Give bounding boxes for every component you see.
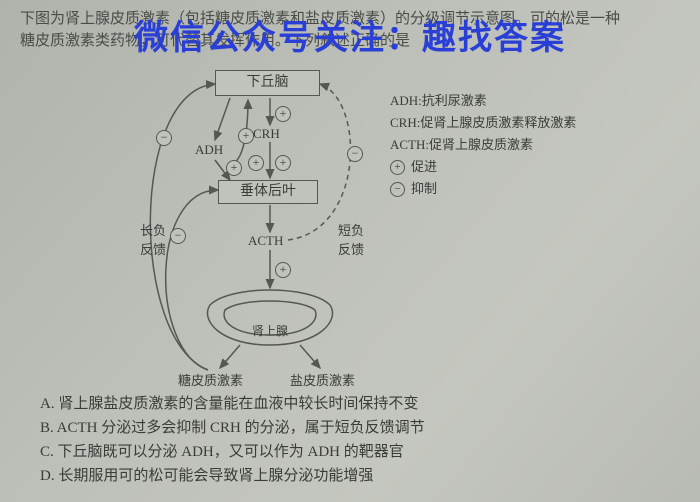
sign-plus-icon: +: [275, 155, 291, 171]
node-acth: ACTH: [248, 233, 283, 249]
legend-minus-icon: −: [390, 182, 405, 197]
label-short-feedback: 短负 反馈: [338, 220, 364, 258]
sign-plus-icon: +: [275, 262, 291, 278]
legend-crh: CRH:促肾上腺皮质激素释放激素: [390, 112, 576, 134]
legend-inhibit: 抑制: [411, 178, 437, 200]
answer-options: A. 肾上腺盐皮质激素的含量能在血液中较长时间保持不变 B. ACTH 分泌过多…: [40, 392, 425, 488]
node-adrenal: 肾上腺: [252, 322, 288, 339]
option-c: C. 下丘脑既可以分泌 ADH，又可以作为 ADH 的靶器官: [40, 440, 425, 464]
watermark-text: 微信公众号关注：趣找答案: [0, 10, 700, 59]
sign-minus-icon: −: [347, 146, 363, 162]
legend-adh: ADH:抗利尿激素: [390, 90, 576, 112]
sign-plus-icon: +: [226, 160, 242, 176]
legend-acth: ACTH:促肾上腺皮质激素: [390, 134, 576, 156]
sign-plus-icon: +: [238, 128, 254, 144]
legend-plus-icon: +: [390, 160, 405, 175]
node-pituitary: 垂体后叶: [218, 180, 318, 204]
label-long-feedback: 长负 反馈: [140, 220, 166, 258]
sign-plus-icon: +: [275, 106, 291, 122]
node-hypothalamus: 下丘脑: [215, 70, 320, 96]
option-a: A. 肾上腺盐皮质激素的含量能在血液中较长时间保持不变: [40, 392, 425, 416]
sign-minus-icon: −: [156, 130, 172, 146]
sign-minus-icon: −: [170, 228, 186, 244]
node-glucocorticoid: 糖皮质激素: [178, 370, 243, 389]
node-adh: ADH: [195, 142, 223, 158]
sign-plus-icon: +: [248, 155, 264, 171]
node-crh: CRH: [253, 126, 280, 142]
node-mineralocorticoid: 盐皮质激素: [290, 370, 355, 389]
legend-promote: 促进: [411, 156, 437, 178]
option-d: D. 长期服用可的松可能会导致肾上腺分泌功能增强: [40, 464, 425, 488]
option-b: B. ACTH 分泌过多会抑制 CRH 的分泌，属于短负反馈调节: [40, 416, 425, 440]
diagram-legend: ADH:抗利尿激素 CRH:促肾上腺皮质激素释放激素 ACTH:促肾上腺皮质激素…: [390, 90, 576, 200]
